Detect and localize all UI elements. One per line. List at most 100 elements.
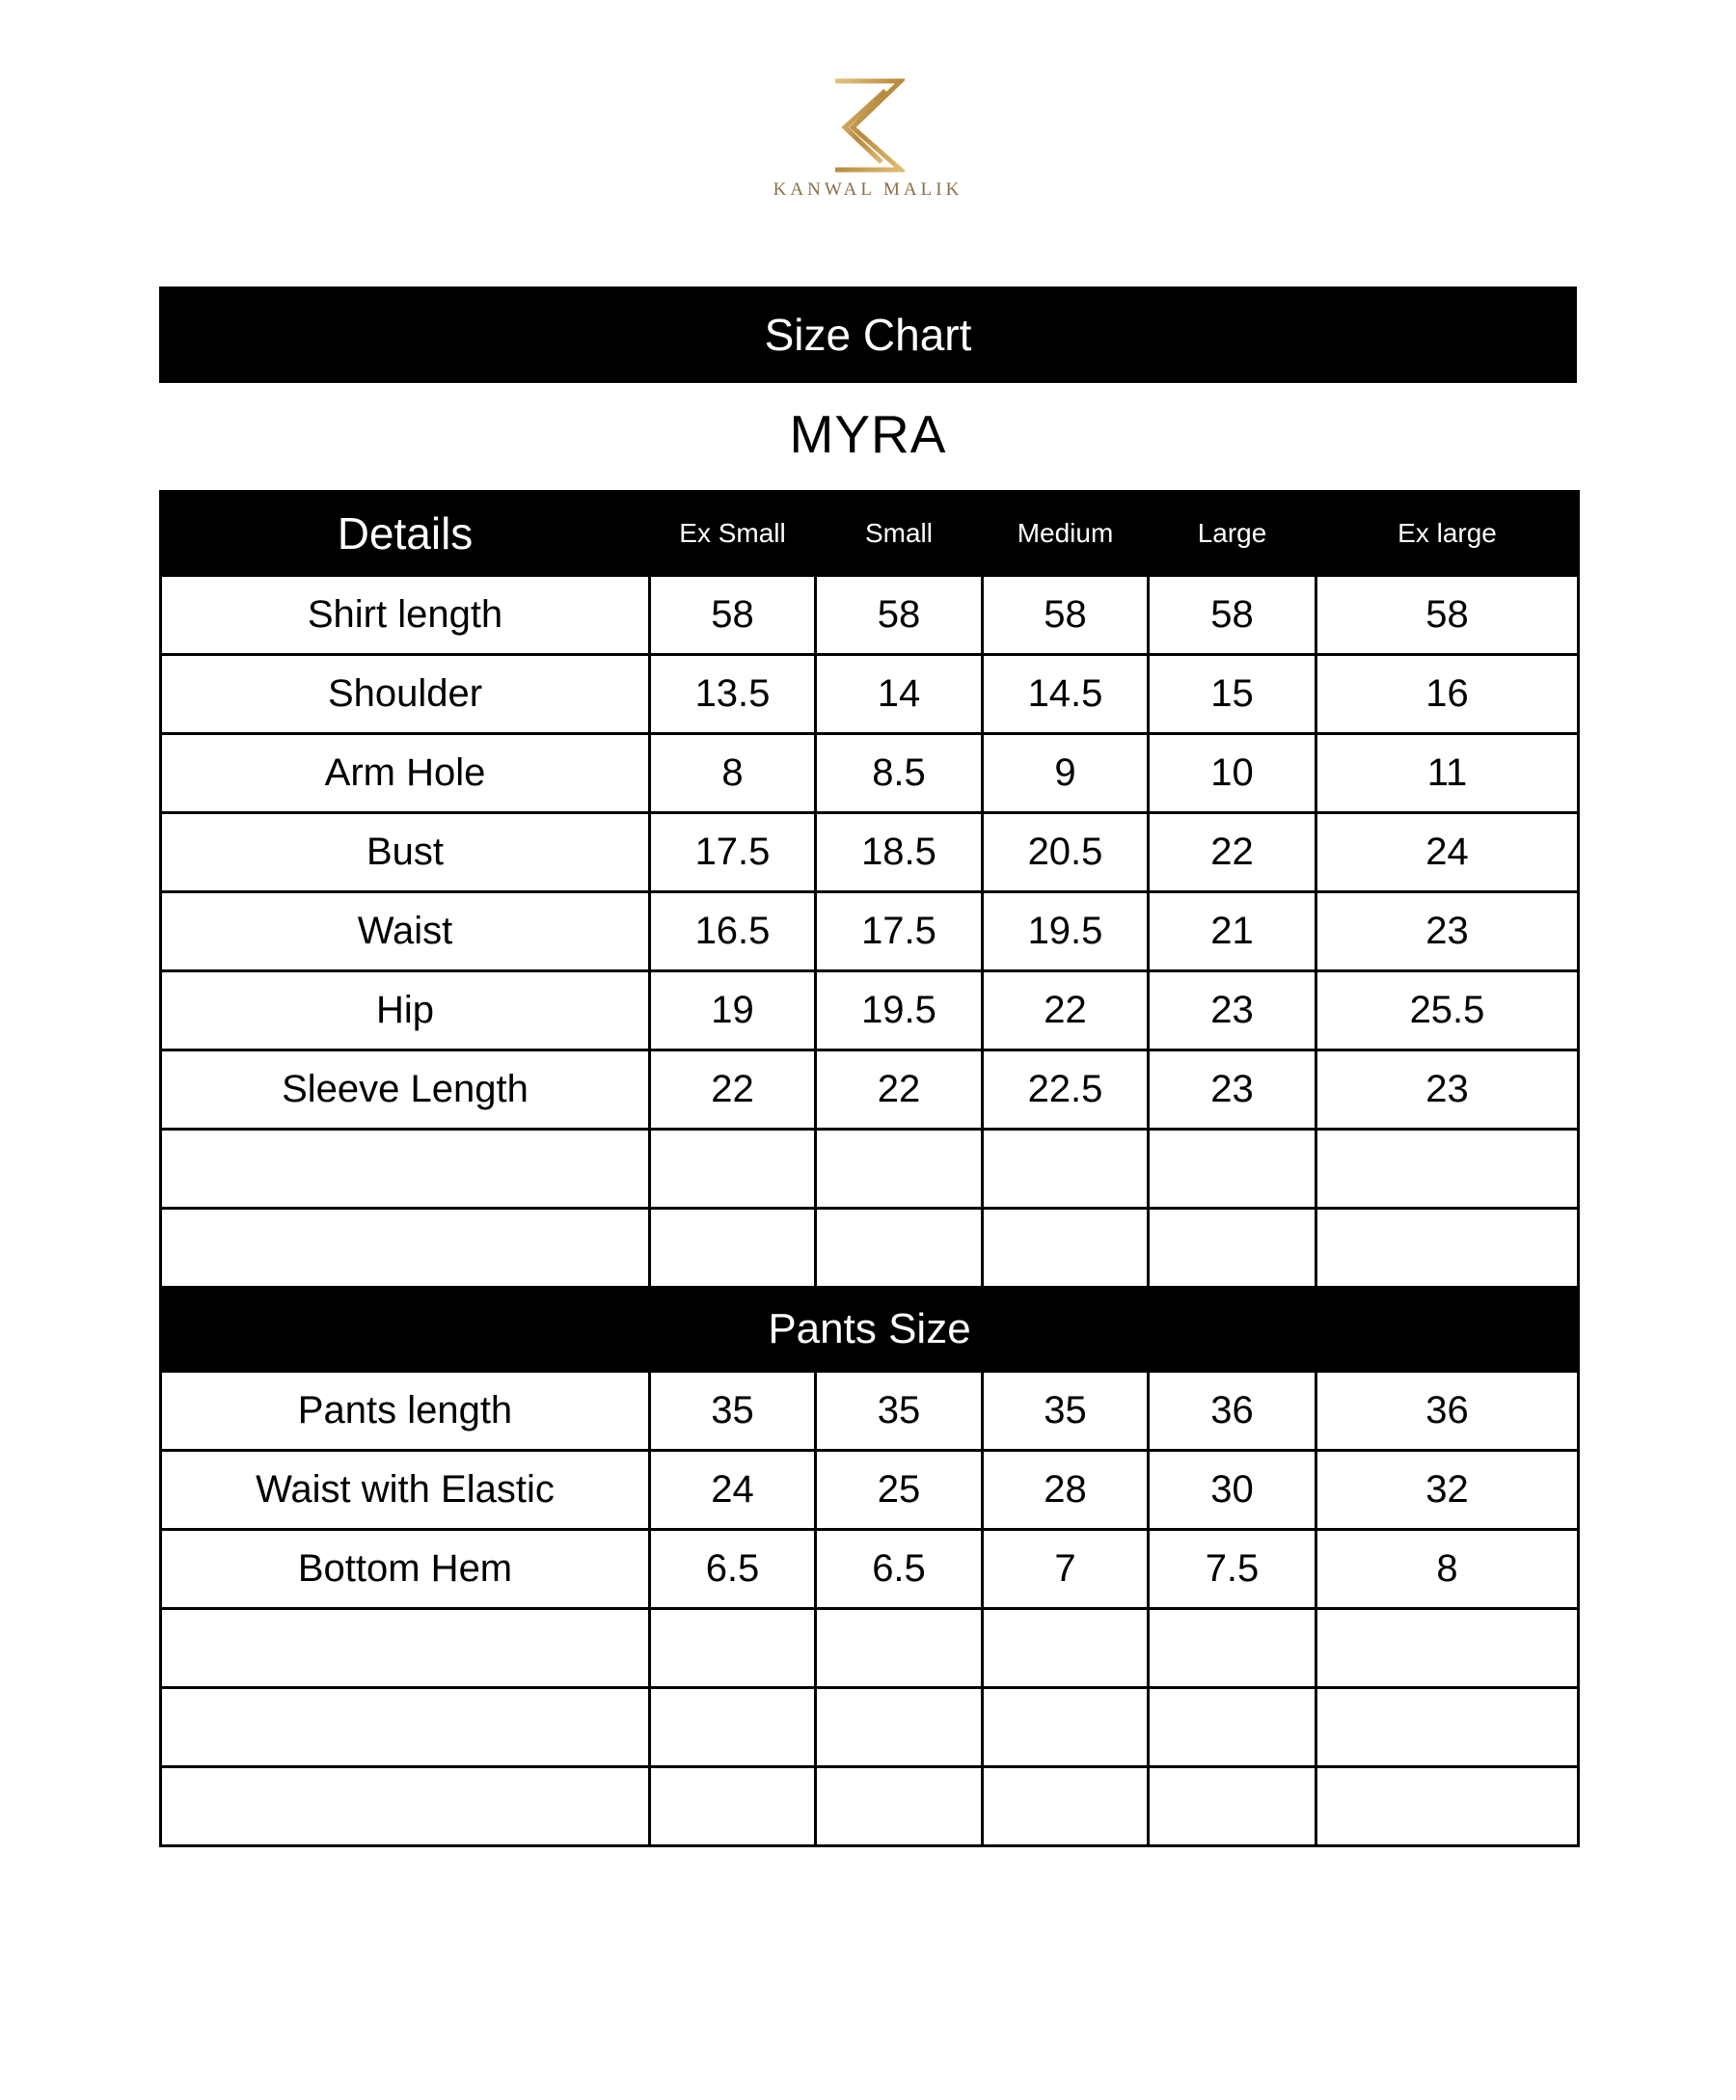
size-chart-title: Size Chart [159,286,1577,383]
brand-logo: KANWAL MALIK [772,77,964,201]
table-row: Waist 16.5 17.5 19.5 21 23 [159,890,1580,972]
measurement-value: 7 [981,1528,1150,1610]
measurement-value: 23 [1147,1049,1317,1131]
empty-row [159,1128,1580,1210]
measurement-value: 11 [1315,732,1580,814]
empty-cell [1147,1686,1317,1768]
measurement-label: Shoulder [159,653,651,735]
empty-cell [1147,1207,1317,1289]
measurement-label: Sleeve Length [159,1049,651,1131]
empty-cell [981,1607,1150,1689]
empty-row [159,1207,1580,1289]
measurement-value: 16 [1315,653,1580,735]
empty-cell [1315,1686,1580,1768]
empty-cell [1147,1607,1317,1689]
empty-cell [159,1207,651,1289]
measurement-value: 35 [981,1370,1150,1452]
measurement-value: 28 [981,1449,1150,1531]
measurement-value: 22 [1147,811,1317,893]
measurement-label: Waist with Elastic [159,1449,651,1531]
empty-cell [814,1686,984,1768]
measurement-value: 16.5 [648,890,817,972]
empty-cell [1147,1765,1317,1847]
measurement-value: 19.5 [814,969,984,1051]
empty-cell [981,1207,1150,1289]
measurement-label: Shirt length [159,574,651,656]
measurement-value: 9 [981,732,1150,814]
empty-cell [159,1607,651,1689]
empty-cell [159,1686,651,1768]
empty-cell [1315,1765,1580,1847]
measurement-value: 58 [1315,574,1580,656]
table-row: Bottom Hem 6.5 6.5 7 7.5 8 [159,1528,1580,1610]
empty-cell [648,1686,817,1768]
empty-row [159,1686,1580,1768]
measurement-value: 25.5 [1315,969,1580,1051]
table-row: Sleeve Length 22 22 22.5 23 23 [159,1049,1580,1131]
empty-row [159,1607,1580,1689]
pants-section-row: Pants Size [159,1286,1580,1373]
measurement-value: 58 [648,574,817,656]
measurement-value: 21 [1147,890,1317,972]
measurement-value: 10 [1147,732,1317,814]
measurement-value: 23 [1147,969,1317,1051]
empty-cell [814,1607,984,1689]
empty-cell [981,1765,1150,1847]
table-row: Shoulder 13.5 14 14.5 15 16 [159,653,1580,735]
size-chart-table: Details Ex Small Small Medium Large Ex large … [159,490,1580,1847]
measurement-value: 35 [814,1370,984,1452]
measurement-value: 24 [1315,811,1580,893]
table-row: Pants length 35 35 35 36 36 [159,1370,1580,1452]
pants-size-title: Pants Size [159,1286,1580,1373]
measurement-value: 7.5 [1147,1528,1317,1610]
empty-cell [1315,1128,1580,1210]
measurement-value: 22 [981,969,1150,1051]
empty-cell [648,1765,817,1847]
measurement-value: 23 [1315,890,1580,972]
measurement-label: Bust [159,811,651,893]
measurement-value: 8.5 [814,732,984,814]
empty-cell [1147,1128,1317,1210]
table-row: Shirt length 58 58 58 58 58 [159,574,1580,656]
size-header: Medium [981,490,1150,577]
empty-cell [159,1128,651,1210]
measurement-value: 58 [981,574,1150,656]
measurement-value: 32 [1315,1449,1580,1531]
measurement-value: 36 [1147,1370,1317,1452]
measurement-value: 17.5 [648,811,817,893]
measurement-label: Arm Hole [159,732,651,814]
measurement-value: 30 [1147,1449,1317,1531]
measurement-label: Hip [159,969,651,1051]
empty-cell [814,1128,984,1210]
kanwal-malik-monogram-icon [835,78,905,173]
table-row: Arm Hole 8 8.5 9 10 11 [159,732,1580,814]
measurement-value: 36 [1315,1370,1580,1452]
measurement-value: 20.5 [981,811,1150,893]
measurement-value: 19 [648,969,817,1051]
table-row: Bust 17.5 18.5 20.5 22 24 [159,811,1580,893]
empty-cell [981,1686,1150,1768]
measurement-value: 17.5 [814,890,984,972]
empty-cell [648,1207,817,1289]
measurement-value: 58 [814,574,984,656]
measurement-value: 23 [1315,1049,1580,1131]
table-row: Hip 19 19.5 22 23 25.5 [159,969,1580,1051]
measurement-value: 19.5 [981,890,1150,972]
empty-cell [1315,1207,1580,1289]
empty-cell [814,1765,984,1847]
table-row: Waist with Elastic 24 25 28 30 32 [159,1449,1580,1531]
empty-cell [1315,1607,1580,1689]
empty-cell [981,1128,1150,1210]
size-header: Large [1147,490,1317,577]
measurement-value: 13.5 [648,653,817,735]
measurement-value: 6.5 [648,1528,817,1610]
empty-cell [159,1765,651,1847]
measurement-value: 24 [648,1449,817,1531]
size-header: Small [814,490,984,577]
measurement-value: 6.5 [814,1528,984,1610]
measurement-value: 22 [648,1049,817,1131]
measurement-value: 58 [1147,574,1317,656]
empty-cell [814,1207,984,1289]
empty-row [159,1765,1580,1847]
empty-cell [648,1607,817,1689]
